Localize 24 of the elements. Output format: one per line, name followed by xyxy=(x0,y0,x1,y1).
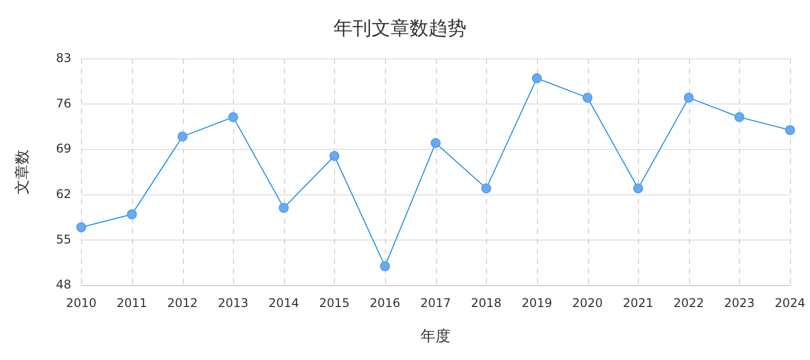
x-tick-label: 2015 xyxy=(319,296,350,310)
x-tick-label: 2018 xyxy=(470,296,502,310)
chart-title: 年刊文章数趋势 xyxy=(334,17,466,40)
x-tick-label: 2014 xyxy=(268,296,300,310)
x-tick-label: 2019 xyxy=(522,296,552,310)
x-tick-label: 2011 xyxy=(116,296,148,310)
x-tick-label: 2024 xyxy=(774,296,806,310)
y-tick-label: 55 xyxy=(56,232,72,246)
x-tick-label: 2017 xyxy=(420,296,451,310)
y-tick-label: 76 xyxy=(56,96,72,110)
x-tick-label: 2012 xyxy=(167,296,198,310)
y-tick-label: 83 xyxy=(56,50,72,65)
x-tick-label: 2010 xyxy=(66,296,97,310)
x-axis-title: 年度 xyxy=(420,326,451,345)
x-tick-label: 2013 xyxy=(218,296,248,310)
y-tick-label: 69 xyxy=(56,142,72,156)
y-tick-label: 62 xyxy=(56,187,72,202)
y-tick-label: 48 xyxy=(56,278,72,292)
x-tick-label: 2016 xyxy=(370,296,400,310)
y-axis-title: 文章数 xyxy=(12,150,31,195)
x-tick-label: 2020 xyxy=(572,296,603,310)
x-tick-label: 2023 xyxy=(724,296,755,310)
x-tick-label: 2021 xyxy=(622,296,654,310)
x-tick-label: 2022 xyxy=(673,296,704,310)
